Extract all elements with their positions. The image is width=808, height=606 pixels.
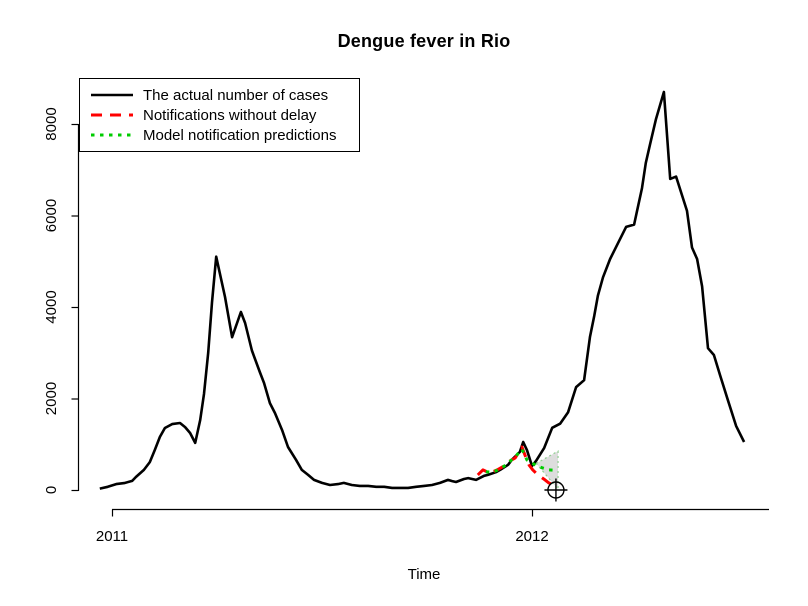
y-tick-label: 0 — [43, 486, 60, 494]
legend-label: Notifications without delay — [143, 106, 317, 124]
x-axis-title: Time — [407, 566, 441, 583]
legend-label: The actual number of cases — [143, 86, 329, 104]
y-tick-label: 2000 — [43, 382, 60, 415]
confidence-band — [535, 450, 559, 491]
legend-line-dotted-icon — [91, 133, 133, 137]
legend-item-notifications-no-delay: Notifications without delay — [90, 105, 359, 125]
legend-item-model-predictions: Model notification predictions — [90, 125, 359, 145]
x-tick-label: 2011 — [96, 528, 128, 545]
series-line-model-predictions — [485, 447, 558, 474]
legend-label: Model notification predictions — [143, 126, 337, 144]
legend-item-actual-cases: The actual number of cases — [90, 85, 359, 105]
y-tick-label: 4000 — [43, 290, 60, 323]
x-tick-label: 2012 — [515, 528, 548, 545]
legend-line-solid-icon — [91, 93, 133, 97]
legend-line-dashed-icon — [91, 113, 133, 117]
series-line-actual-cases — [99, 90, 746, 490]
chart-legend: The actual number of cases Notifications… — [79, 78, 360, 152]
y-tick-label: 6000 — [43, 199, 60, 232]
y-tick-label: 8000 — [43, 107, 60, 140]
chart-title: Dengue fever in Rio — [337, 31, 511, 51]
